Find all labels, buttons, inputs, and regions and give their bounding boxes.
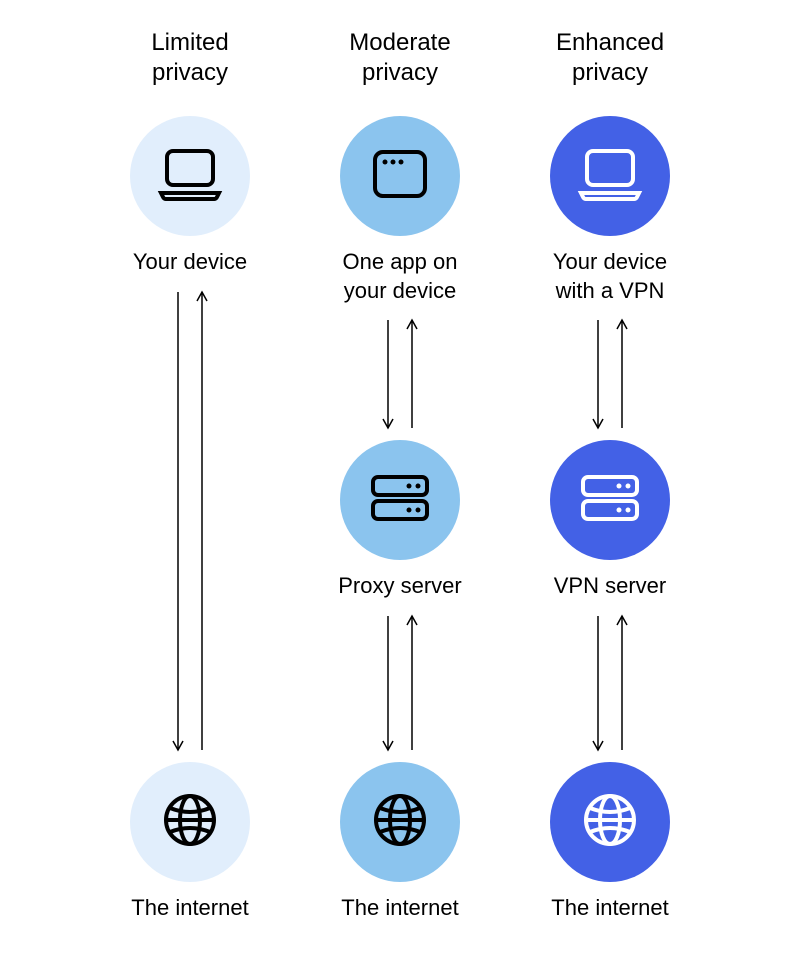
header-limited: Limitedprivacy (90, 28, 290, 88)
globe-icon (372, 792, 428, 853)
globe-icon (582, 792, 638, 853)
moderate-proxy-label: Proxy server (300, 572, 500, 601)
app-window-icon (371, 148, 429, 205)
moderate-app-circle (340, 116, 460, 236)
enhanced-internet-circle (550, 762, 670, 882)
server-icon (579, 473, 641, 528)
limited-internet-label: The internet (90, 894, 290, 923)
laptop-icon (157, 147, 223, 206)
limited-arrows-0 (168, 290, 212, 752)
enhanced-arrows-0 (588, 318, 632, 430)
enhanced-vpn-circle (550, 440, 670, 560)
moderate-app-label: One app onyour device (300, 248, 500, 305)
moderate-arrows-1 (378, 614, 422, 752)
moderate-arrows-0 (378, 318, 422, 430)
laptop-icon (577, 147, 643, 206)
enhanced-internet-label: The internet (510, 894, 710, 923)
enhanced-vpn-label: VPN server (510, 572, 710, 601)
enhanced-device-vpn-label: Your devicewith a VPN (510, 248, 710, 305)
privacy-diagram: Limitedprivacy Your device The internet … (0, 0, 800, 956)
limited-device-label: Your device (90, 248, 290, 277)
server-icon (369, 473, 431, 528)
moderate-internet-label: The internet (300, 894, 500, 923)
header-enhanced: Enhancedprivacy (510, 28, 710, 88)
moderate-proxy-circle (340, 440, 460, 560)
enhanced-arrows-1 (588, 614, 632, 752)
limited-internet-circle (130, 762, 250, 882)
header-moderate: Moderateprivacy (300, 28, 500, 88)
limited-device-circle (130, 116, 250, 236)
globe-icon (162, 792, 218, 853)
enhanced-device-vpn-circle (550, 116, 670, 236)
moderate-internet-circle (340, 762, 460, 882)
